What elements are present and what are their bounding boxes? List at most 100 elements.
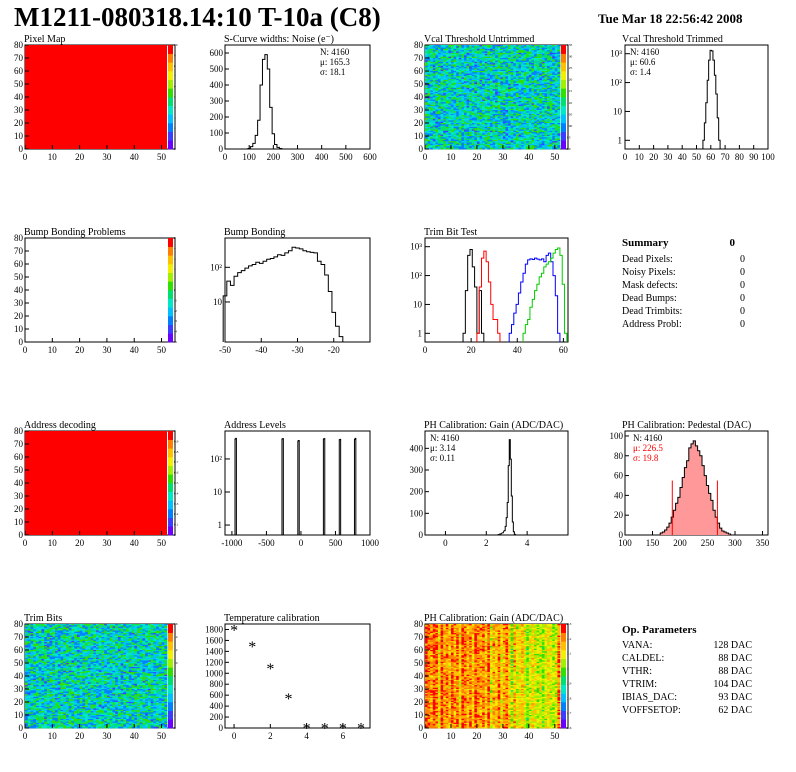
bump-bonding-problems-palette-label: -2 bbox=[174, 309, 177, 313]
bump-bonding-problems-palette-step bbox=[168, 316, 173, 325]
summary-row-label: Dead Pixels: bbox=[622, 254, 673, 265]
bump-bonding-problems-palette-label: -3 bbox=[174, 319, 177, 323]
summary-title-value: 0 bbox=[730, 237, 736, 249]
vcal-trimmed-ytick-label: 1 bbox=[618, 135, 623, 145]
temperature-calibration-title: Temperature calibration bbox=[224, 613, 320, 624]
bump-bonding-problems-ytick-label: 40 bbox=[14, 285, 24, 295]
bump-bonding-problems-frame bbox=[24, 237, 176, 343]
trim-bits-palette-label: 8 bbox=[174, 674, 176, 678]
vcal-untrimmed-xtick-label: 50 bbox=[550, 152, 560, 162]
page-date: Tue Mar 18 22:56:42 2008 bbox=[598, 11, 743, 26]
vcal-untrimmed-palette-step bbox=[561, 123, 566, 132]
bump-bonding-problems-xtick-label: 30 bbox=[102, 345, 112, 355]
vcal-trimmed-xtick-label: 100 bbox=[761, 152, 775, 162]
ph-gain-map-ytick-label: 50 bbox=[414, 658, 424, 668]
trim-bit-test-title: Trim Bit Test bbox=[424, 227, 477, 238]
trim-bits-xtick-label: 40 bbox=[130, 731, 140, 741]
bump-bonding-problems-palette-label: 0 bbox=[174, 288, 176, 292]
trim-bits-xtick-label: 20 bbox=[75, 731, 85, 741]
address-decoding-palette-label: 0 bbox=[174, 533, 176, 537]
address-levels-xtick-label: -1000 bbox=[221, 538, 242, 548]
vcal-untrimmed-palette-step bbox=[561, 62, 566, 72]
address-decoding-palette-label: 0.9 bbox=[174, 439, 179, 443]
op-parameter-value: 88 DAC bbox=[718, 666, 752, 677]
bump-bonding-problems-palette-label: 1 bbox=[174, 278, 176, 282]
ph-gain-map-xtick-label: 10 bbox=[446, 731, 456, 741]
address-decoding-palette-step bbox=[168, 457, 173, 466]
bump-bonding-problems-xtick-label: 40 bbox=[130, 345, 140, 355]
trim-bits-xtick-label: 30 bbox=[102, 731, 112, 741]
scurve-noise-xtick-label: 300 bbox=[291, 152, 305, 162]
address-decoding-palette-label: 0.3 bbox=[174, 502, 179, 506]
vcal-untrimmed-palette-label: 135 bbox=[567, 43, 573, 47]
ph-pedestal-ytick-label: 40 bbox=[614, 490, 624, 500]
address-decoding-palette-step bbox=[168, 465, 173, 475]
ph-gain-map-ytick-label: 10 bbox=[414, 710, 424, 720]
trim-bits-ytick-label: 30 bbox=[14, 684, 24, 694]
vcal-untrimmed-ytick-label: 0 bbox=[419, 144, 424, 154]
bump-bonding-problems-ytick-label: 0 bbox=[19, 337, 24, 347]
bump-bonding-problems-palette-label: 4 bbox=[174, 246, 176, 250]
vcal-untrimmed-palette-step bbox=[561, 114, 566, 124]
ph-gain-map-palette-label: 3.2 bbox=[567, 637, 572, 641]
ph-gain-map-palette-label: 2.7 bbox=[567, 711, 572, 715]
ph-pedestal-ytick-label: 80 bbox=[614, 451, 624, 461]
scurve-noise-ytick-label: 100 bbox=[210, 128, 224, 138]
trim-bits-cells bbox=[25, 624, 168, 729]
temperature-calibration-point: * bbox=[230, 622, 238, 639]
bump-bonding-ytick-label: 10 bbox=[213, 297, 223, 307]
trim-bits-palette-label: 6 bbox=[174, 687, 176, 691]
address-decoding-xtick-label: 50 bbox=[157, 538, 167, 548]
address-decoding-palette-label: 0.2 bbox=[174, 512, 179, 516]
pixel-map-xtick-label: 30 bbox=[102, 152, 112, 162]
ph-pedestal-stat: σ: 19.8 bbox=[633, 453, 659, 463]
address-levels-peak bbox=[281, 438, 284, 535]
trim-bits-palette-label: 4 bbox=[174, 700, 176, 704]
pixel-map-xtick-label: 20 bbox=[75, 152, 85, 162]
pixel-map-ytick-label: 10 bbox=[14, 131, 24, 141]
address-decoding-xtick-label: 10 bbox=[48, 538, 58, 548]
temperature-calibration-xtick-label: 0 bbox=[232, 731, 237, 741]
address-decoding-ytick-label: 50 bbox=[14, 465, 24, 475]
trim-bits-palette-step bbox=[168, 684, 173, 694]
address-decoding-palette-label: 0.5 bbox=[174, 481, 179, 485]
ph-gain-ytick-label: 200 bbox=[410, 487, 424, 497]
ph-gain-map-palette-step bbox=[561, 658, 566, 668]
ph-gain-map-xtick-label: 20 bbox=[472, 731, 482, 741]
trim-bits-palette-step bbox=[168, 641, 173, 651]
scurve-noise-xtick-label: 100 bbox=[242, 152, 256, 162]
summary-row-value: 0 bbox=[740, 293, 745, 304]
scurve-noise-ytick-label: 300 bbox=[210, 96, 224, 106]
pixel-map-palette-step bbox=[168, 140, 173, 150]
vcal-untrimmed-palette-label: 90 bbox=[567, 147, 571, 151]
vcal-untrimmed-palette-label: 130 bbox=[567, 55, 573, 59]
trim-bits-palette-step bbox=[168, 676, 173, 685]
pixel-map-palette-step bbox=[168, 97, 173, 106]
scurve-noise-xtick-label: 600 bbox=[363, 152, 377, 162]
op-parameter-value: 62 DAC bbox=[718, 705, 752, 716]
trim-bit-test-xtick-label: 60 bbox=[559, 345, 569, 355]
trim-bits-palette-step bbox=[168, 632, 173, 642]
pixel-map-palette-label: 5 bbox=[174, 95, 176, 99]
trim-bits-palette-step bbox=[168, 693, 173, 703]
address-decoding-palette-label: 0.6 bbox=[174, 471, 179, 475]
temperature-calibration-point: * bbox=[357, 720, 365, 737]
vcal-untrimmed-palette-step bbox=[561, 88, 566, 98]
ph-pedestal-ytick-label: 100 bbox=[610, 431, 624, 441]
ph-gain-map-palette-label: 3 bbox=[567, 667, 569, 671]
ph-pedestal-ytick-label: 0 bbox=[619, 530, 624, 540]
summary-row-label: Dead Bumps: bbox=[622, 293, 677, 304]
ph-gain-map-palette-step bbox=[561, 710, 566, 720]
pixel-map-palette-step bbox=[168, 114, 173, 124]
address-levels-peak bbox=[353, 437, 357, 535]
vcal-untrimmed-xtick-label: 40 bbox=[524, 152, 534, 162]
trim-bits-xtick-label: 10 bbox=[48, 731, 58, 741]
address-decoding-palette-step bbox=[168, 491, 173, 501]
pixel-map-ytick-label: 0 bbox=[19, 144, 24, 154]
bump-bonding-problems-palette-step bbox=[168, 246, 173, 256]
bump-bonding-problems-palette-label: -4 bbox=[174, 330, 177, 334]
scurve-noise-ytick-label: 400 bbox=[210, 80, 224, 90]
op-parameter-value: 104 DAC bbox=[713, 679, 752, 690]
bump-bonding-title: Bump Bonding bbox=[224, 227, 285, 238]
pixel-map-xtick-label: 40 bbox=[130, 152, 140, 162]
